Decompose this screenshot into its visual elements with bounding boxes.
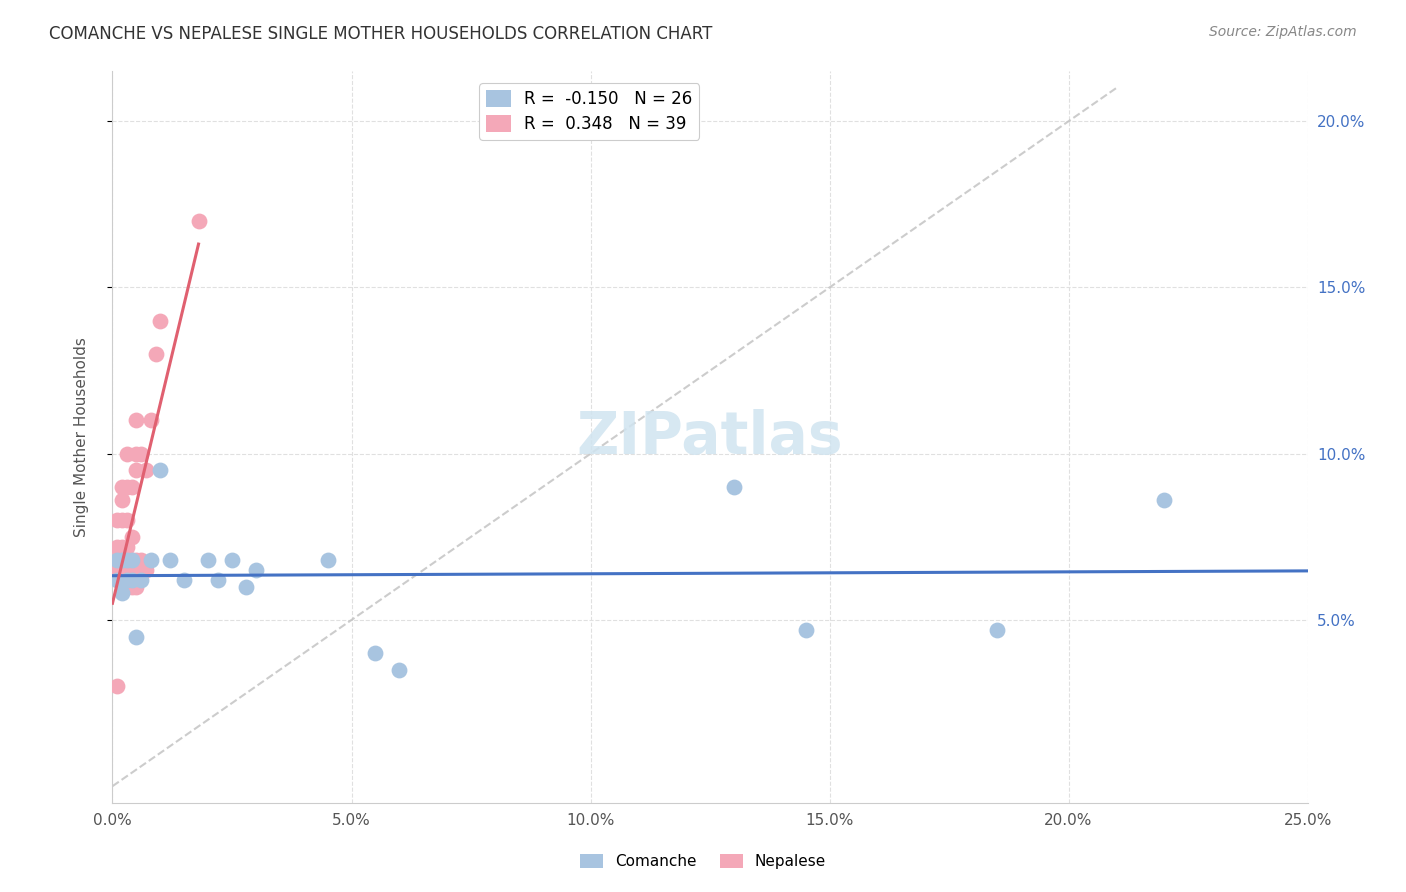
Y-axis label: Single Mother Households: Single Mother Households <box>75 337 89 537</box>
Legend: Comanche, Nepalese: Comanche, Nepalese <box>574 848 832 875</box>
Point <box>316 553 339 567</box>
Point <box>149 314 172 328</box>
Point <box>986 623 1008 637</box>
Point <box>145 347 167 361</box>
Point <box>111 513 134 527</box>
Point <box>105 513 128 527</box>
Point <box>111 493 134 508</box>
Point <box>115 480 138 494</box>
Point <box>105 553 128 567</box>
Point <box>115 540 138 554</box>
Point <box>388 663 411 677</box>
Point <box>197 553 219 567</box>
Point <box>105 553 128 567</box>
Point <box>105 540 128 554</box>
Point <box>364 646 387 660</box>
Point <box>115 573 138 587</box>
Point <box>129 573 152 587</box>
Point <box>221 553 243 567</box>
Point <box>111 553 134 567</box>
Point <box>111 553 134 567</box>
Point <box>139 413 162 427</box>
Point <box>121 573 143 587</box>
Point <box>207 573 229 587</box>
Point <box>115 580 138 594</box>
Point <box>149 463 172 477</box>
Text: ZIPatlas: ZIPatlas <box>576 409 844 466</box>
Point <box>125 553 148 567</box>
Point <box>115 447 138 461</box>
Point <box>135 463 157 477</box>
Point <box>121 530 143 544</box>
Point <box>115 573 138 587</box>
Point <box>794 623 817 637</box>
Point <box>121 480 143 494</box>
Point <box>115 553 138 567</box>
Point <box>111 586 134 600</box>
Point <box>187 214 209 228</box>
Point <box>121 553 143 567</box>
Point <box>111 480 134 494</box>
Point <box>125 630 148 644</box>
Point <box>105 563 128 577</box>
Point <box>111 573 134 587</box>
Point <box>1153 493 1175 508</box>
Text: COMANCHE VS NEPALESE SINGLE MOTHER HOUSEHOLDS CORRELATION CHART: COMANCHE VS NEPALESE SINGLE MOTHER HOUSE… <box>49 25 713 43</box>
Point <box>125 580 148 594</box>
Point <box>121 553 143 567</box>
Point <box>135 563 157 577</box>
Point <box>245 563 267 577</box>
Point <box>129 447 152 461</box>
Point <box>235 580 257 594</box>
Point <box>105 680 128 694</box>
Text: Source: ZipAtlas.com: Source: ZipAtlas.com <box>1209 25 1357 39</box>
Point <box>105 573 128 587</box>
Point <box>173 573 195 587</box>
Point <box>111 540 134 554</box>
Point <box>125 573 148 587</box>
Point <box>121 563 143 577</box>
Legend: R =  -0.150   N = 26, R =  0.348   N = 39: R = -0.150 N = 26, R = 0.348 N = 39 <box>479 83 699 140</box>
Point <box>129 553 152 567</box>
Point <box>125 413 148 427</box>
Point <box>139 553 162 567</box>
Point <box>159 553 181 567</box>
Point <box>115 513 138 527</box>
Point <box>723 480 745 494</box>
Point <box>125 563 148 577</box>
Point <box>121 580 143 594</box>
Point <box>115 553 138 567</box>
Point <box>125 463 148 477</box>
Point <box>129 563 152 577</box>
Point <box>125 447 148 461</box>
